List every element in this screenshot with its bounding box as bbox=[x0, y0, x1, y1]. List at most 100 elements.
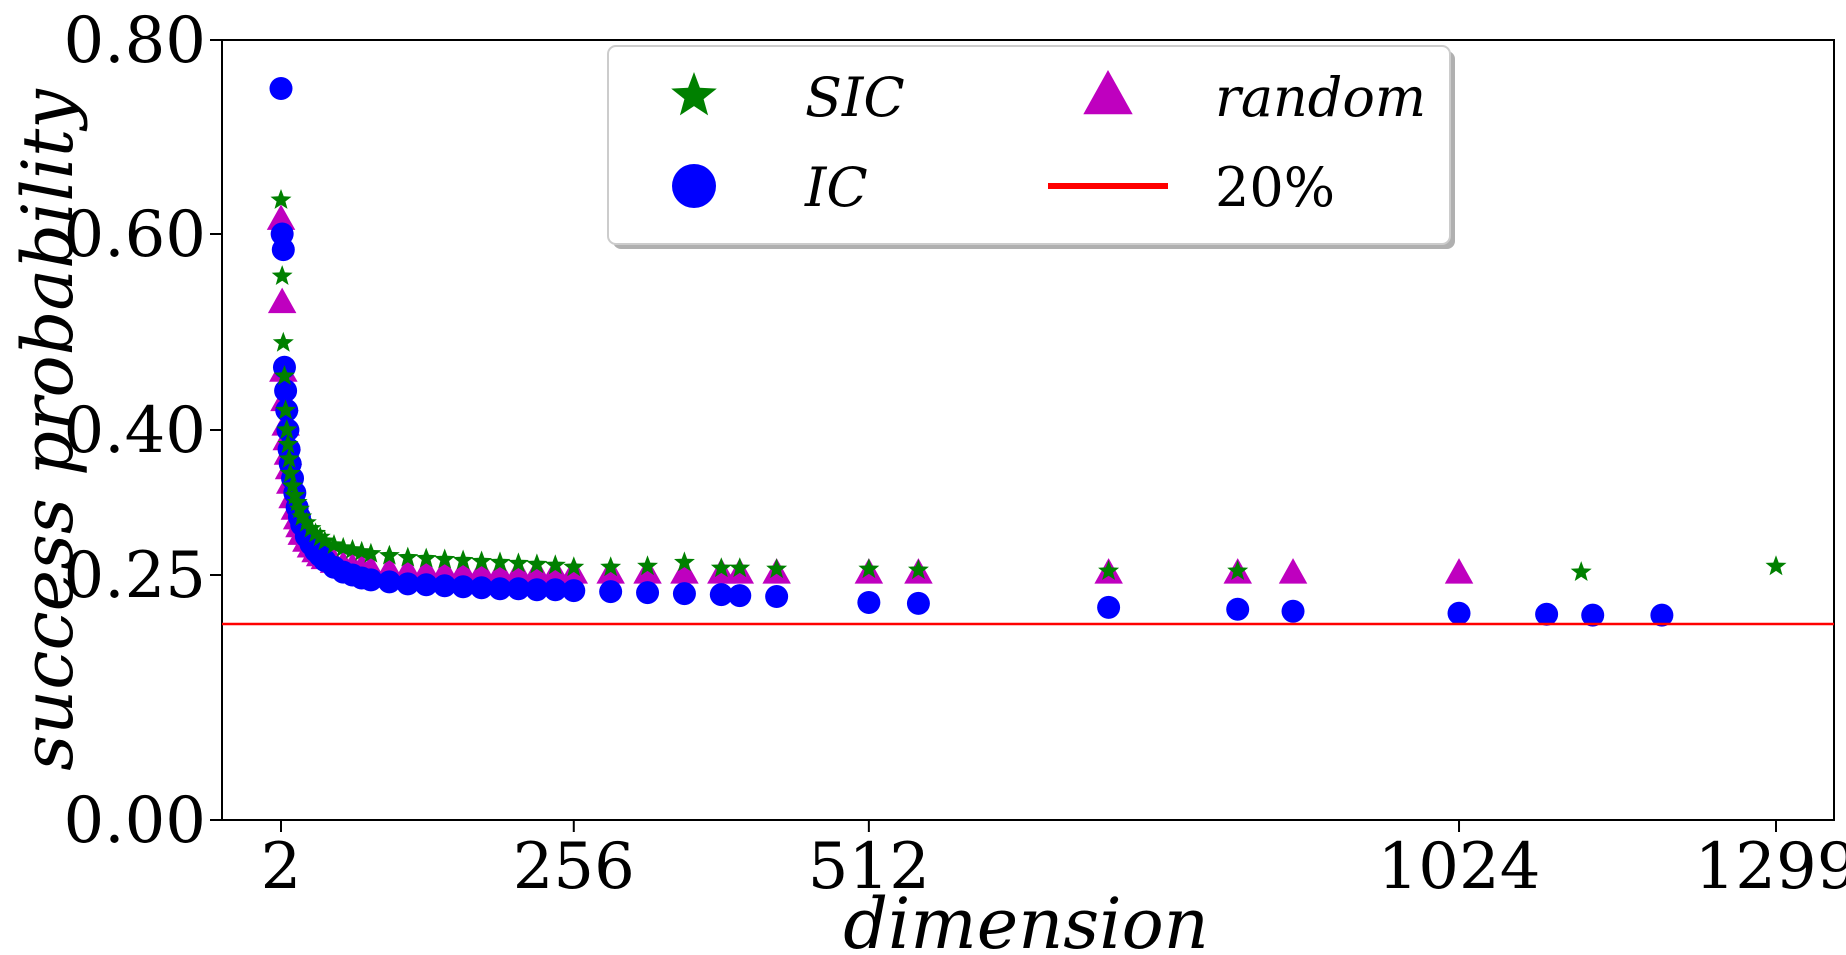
x-tick-label: 256 bbox=[513, 830, 635, 904]
point-sic bbox=[284, 484, 306, 505]
point-ic bbox=[562, 579, 586, 603]
series-random bbox=[266, 204, 1474, 584]
legend-item-ic: IC bbox=[672, 156, 868, 219]
point-ic bbox=[470, 576, 494, 600]
x-tick-label: 2 bbox=[261, 830, 302, 904]
point-sic bbox=[277, 433, 299, 454]
point-ic bbox=[636, 581, 660, 605]
legend: SIC random IC 20% bbox=[607, 45, 1455, 249]
point-sic bbox=[1098, 560, 1120, 580]
point-ic bbox=[1281, 599, 1305, 623]
x-axis-label: dimension bbox=[843, 883, 1209, 955]
point-sic bbox=[729, 557, 751, 578]
legend-item-20pct: 20% bbox=[1048, 156, 1335, 219]
point-ic bbox=[599, 580, 623, 604]
point-sic bbox=[563, 556, 585, 577]
point-sic bbox=[323, 534, 345, 554]
point-ic bbox=[451, 575, 475, 599]
point-ic bbox=[525, 578, 549, 602]
point-sic bbox=[766, 558, 788, 579]
legend-label: IC bbox=[804, 156, 868, 219]
legend-label: 20% bbox=[1215, 156, 1335, 219]
point-sic bbox=[1570, 561, 1592, 581]
point-ic bbox=[271, 238, 295, 262]
point-sic bbox=[282, 475, 303, 495]
point-sic bbox=[278, 448, 300, 468]
point-random bbox=[670, 558, 699, 584]
legend-label: SIC bbox=[805, 66, 905, 129]
point-ic bbox=[728, 584, 752, 608]
point-sic bbox=[276, 419, 298, 439]
y-tick-label: 0.40 bbox=[64, 394, 207, 468]
point-random bbox=[412, 556, 441, 582]
point-sic bbox=[434, 548, 456, 569]
legend-circle-swatch bbox=[672, 164, 716, 208]
point-sic bbox=[270, 189, 292, 209]
point-random bbox=[448, 557, 478, 583]
point-ic bbox=[359, 568, 383, 592]
point-sic bbox=[291, 506, 313, 526]
point-sic bbox=[272, 331, 294, 352]
series-sic bbox=[270, 189, 1787, 581]
point-ic bbox=[543, 578, 567, 602]
point-random bbox=[430, 557, 459, 583]
point-ic bbox=[709, 583, 733, 607]
point-sic bbox=[600, 556, 622, 577]
legend-item-random: random bbox=[1083, 66, 1426, 129]
point-sic bbox=[908, 559, 929, 580]
point-sic bbox=[674, 551, 695, 572]
point-sic bbox=[360, 542, 382, 563]
point-random bbox=[467, 557, 496, 583]
point-sic bbox=[300, 517, 322, 538]
point-sic bbox=[279, 462, 301, 483]
point-random bbox=[267, 287, 297, 314]
data-marks bbox=[266, 77, 1787, 627]
point-sic bbox=[397, 546, 419, 567]
point-ic bbox=[396, 572, 420, 596]
point-ic bbox=[269, 77, 293, 100]
point-random bbox=[522, 558, 552, 584]
x-axis: 2 256 512 1024 1299 bbox=[261, 820, 1846, 904]
point-sic bbox=[471, 550, 492, 571]
point-sic bbox=[274, 365, 295, 385]
point-sic bbox=[452, 549, 474, 570]
x-tick-label: 1299 bbox=[1695, 830, 1846, 904]
x-tick-label: 512 bbox=[808, 830, 930, 904]
point-ic bbox=[857, 590, 881, 614]
point-ic bbox=[765, 585, 789, 609]
point-ic bbox=[1097, 595, 1121, 619]
point-random bbox=[1444, 558, 1474, 584]
point-ic bbox=[1447, 601, 1471, 625]
legend-triangle-swatch bbox=[1083, 70, 1133, 115]
point-ic bbox=[414, 573, 438, 597]
y-axis: 0.00 0.25 0.40 0.60 0.80 bbox=[64, 4, 222, 858]
point-sic bbox=[275, 399, 297, 420]
y-axis-label: success probability bbox=[7, 88, 89, 771]
point-random bbox=[485, 558, 515, 584]
point-sic bbox=[289, 498, 310, 519]
point-sic bbox=[286, 491, 308, 512]
legend-label: random bbox=[1215, 66, 1426, 129]
point-sic bbox=[489, 551, 511, 572]
point-random bbox=[504, 558, 533, 584]
point-sic bbox=[710, 557, 732, 578]
point-sic bbox=[1765, 555, 1787, 576]
y-tick-label: 0.60 bbox=[64, 198, 207, 272]
point-sic bbox=[309, 526, 331, 547]
point-sic bbox=[637, 555, 658, 576]
point-ic bbox=[1581, 603, 1605, 627]
point-ic bbox=[1226, 597, 1250, 621]
point-sic bbox=[415, 547, 437, 568]
point-sic bbox=[858, 558, 880, 579]
y-tick-label: 0.00 bbox=[64, 784, 207, 858]
legend-star-swatch bbox=[671, 72, 717, 116]
point-ic bbox=[506, 577, 530, 601]
point-sic bbox=[544, 554, 566, 575]
point-ic bbox=[377, 570, 401, 594]
point-sic bbox=[314, 530, 336, 551]
point-sic bbox=[378, 544, 400, 565]
point-random bbox=[1278, 558, 1308, 584]
point-random bbox=[541, 558, 570, 584]
y-tick-label: 0.25 bbox=[64, 539, 207, 613]
